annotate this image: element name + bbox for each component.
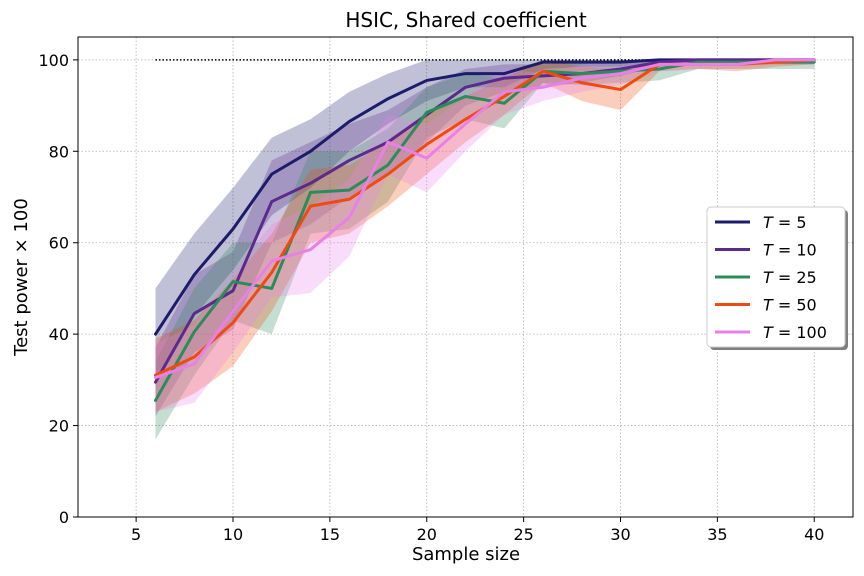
legend-label: T = 10 (763, 241, 817, 260)
series-lines (154, 58, 816, 402)
legend-label: T = 50 (763, 296, 817, 315)
y-tick-label: 0 (59, 508, 69, 527)
chart-title: HSIC, Shared coefficient (345, 8, 586, 32)
y-tick-label: 80 (49, 142, 69, 161)
y-tick-label: 100 (38, 51, 69, 70)
x-tick-label: 15 (320, 525, 340, 544)
x-axis-ticks: 5 10 15 20 25 30 35 40 (131, 517, 824, 544)
band-series-1 (155, 59, 815, 380)
y-axis-ticks: 0 20 40 60 80 100 (38, 51, 78, 527)
band-series-4 (155, 59, 815, 412)
x-tick-label: 35 (707, 525, 727, 544)
legend-label: T = 100 (763, 323, 827, 342)
x-tick-label: 10 (223, 525, 243, 544)
legend-box (706, 206, 846, 348)
band-series-5 (155, 59, 815, 412)
legend-label: T = 25 (763, 268, 817, 287)
band-series-2 (155, 59, 815, 417)
y-tick-label: 20 (49, 417, 69, 436)
line-series-2 (154, 58, 816, 384)
confidence-bands (155, 59, 815, 440)
x-tick-label: 20 (417, 525, 437, 544)
x-tick-label: 25 (513, 525, 533, 544)
line-series-3 (154, 60, 816, 402)
line-series-5 (154, 58, 816, 380)
legend: T = 5 T = 10 T = 25 T = 50 T = 100 (706, 206, 848, 350)
y-axis-title: Test power × 100 (11, 198, 32, 357)
y-tick-label: 60 (49, 234, 69, 253)
grid (78, 37, 853, 518)
x-tick-label: 5 (131, 525, 141, 544)
legend-label: T = 5 (763, 213, 807, 232)
plot-frame (77, 36, 854, 518)
x-tick-label: 40 (804, 525, 824, 544)
x-axis-title: Sample size (412, 544, 520, 565)
band-series-3 (155, 59, 815, 440)
x-tick-label: 30 (610, 525, 630, 544)
y-tick-label: 40 (49, 325, 69, 344)
